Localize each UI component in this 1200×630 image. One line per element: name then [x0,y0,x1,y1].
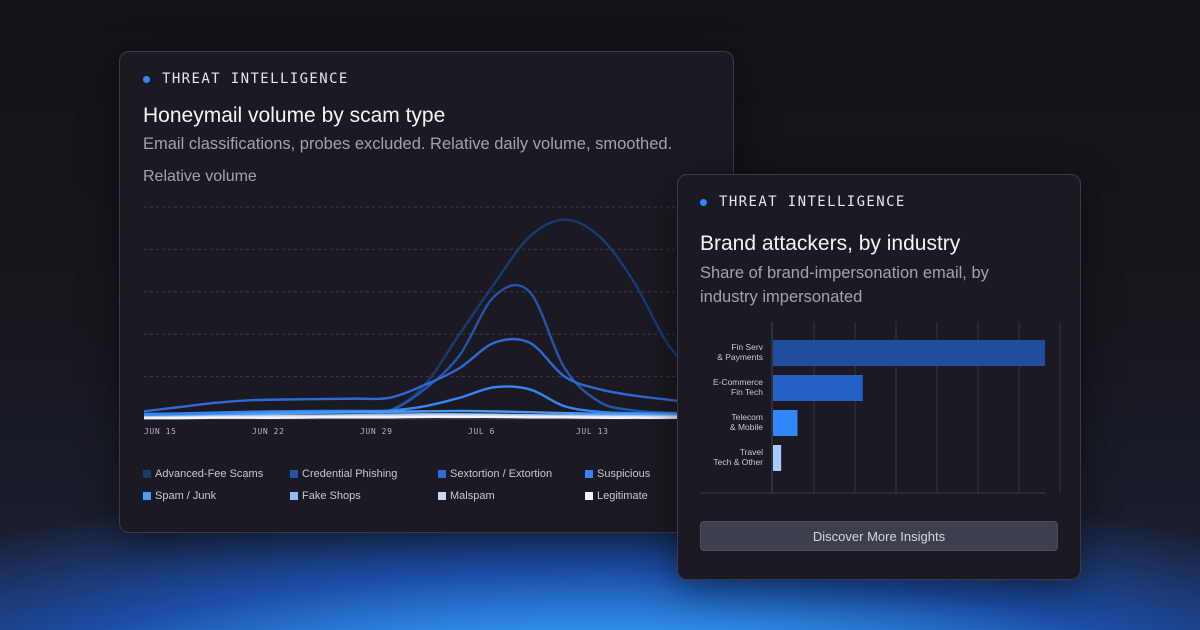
legend-item: Legitimate [585,490,705,502]
legend-swatch [290,492,298,500]
legend-swatch [143,492,151,500]
bar-category-label: E-Commerce [713,377,763,387]
series-line [144,415,733,420]
chart-title: Honeymail volume by scam type [143,104,446,127]
series-line [144,409,733,418]
discover-more-insights-button[interactable]: Discover More Insights [700,521,1058,551]
legend-label: Fake Shops [302,490,361,502]
volume-card: THREAT INTELLIGENCE Honeymail volume by … [119,51,734,533]
legend-swatch [585,492,593,500]
legend-swatch [290,470,298,478]
legend-swatch [143,470,151,478]
legend-label: Malspam [450,490,495,502]
line-chart: JUN 15 JUN 22 JUN 29 JUL 6 JUL 13 [144,206,733,436]
eyebrow: THREAT INTELLIGENCE [700,194,906,210]
legend-item: Fake Shops [290,490,438,502]
legend-label: Suspicious [597,468,651,480]
legend-swatch [438,470,446,478]
accent-dot-icon [143,75,150,83]
legend: Advanced-Fee Scams Credential Phishing Sex… [143,468,703,502]
legend-item: Suspicious [585,468,705,480]
series-line [144,337,733,413]
bar-category-label: & Payments [717,352,763,362]
y-axis-label: Relative volume [143,168,257,185]
bar-category-label: Travel [740,447,763,457]
brand-card: THREAT INTELLIGENCE Brand attackers, by … [677,174,1081,580]
x-tick-label: JUN 15 [144,427,177,436]
bar [773,445,782,471]
x-tick-label: JUN 22 [252,427,285,436]
bar [773,340,1045,366]
bar-category-label: Telecom [731,412,763,422]
legend-item: Sextortion / Extortion [438,468,585,480]
eyebrow-label: THREAT INTELLIGENCE [719,194,906,210]
bar-category-label: & Mobile [730,422,763,432]
legend-swatch [585,470,593,478]
bar [773,410,798,436]
legend-label: Spam / Junk [155,490,217,502]
legend-item: Credential Phishing [290,468,438,480]
eyebrow: THREAT INTELLIGENCE [143,71,349,87]
legend-item: Advanced-Fee Scams [143,468,290,480]
legend-label: Legitimate [597,490,648,502]
legend-label: Sextortion / Extortion [450,468,553,480]
x-tick-label: JUL 13 [576,427,609,436]
eyebrow-label: THREAT INTELLIGENCE [162,71,349,87]
accent-dot-icon [700,198,707,206]
bar-category-label: Fin Tech [731,387,763,397]
legend-item: Malspam [438,490,585,502]
legend-label: Advanced-Fee Scams [155,468,264,480]
x-tick-label: JUL 6 [468,427,495,436]
x-axis: JUN 15 JUN 22 JUN 29 JUL 6 JUL 13 [144,427,609,436]
x-tick-label: JUN 29 [360,427,393,436]
legend-label: Credential Phishing [302,468,398,480]
series-lines [144,218,733,420]
legend-item: Spam / Junk [143,490,290,502]
legend-swatch [438,492,446,500]
bar-category-label: Fin Serv [731,342,763,352]
bar [773,375,863,401]
bar-category-label: Tech & Other [713,457,763,467]
chart-subtitle: Email classifications, probes excluded. … [143,135,673,153]
grid [144,206,733,420]
chart-subtitle: Share of brand-impersonation email, by i… [700,264,989,306]
chart-title: Brand attackers, by industry [700,232,961,255]
